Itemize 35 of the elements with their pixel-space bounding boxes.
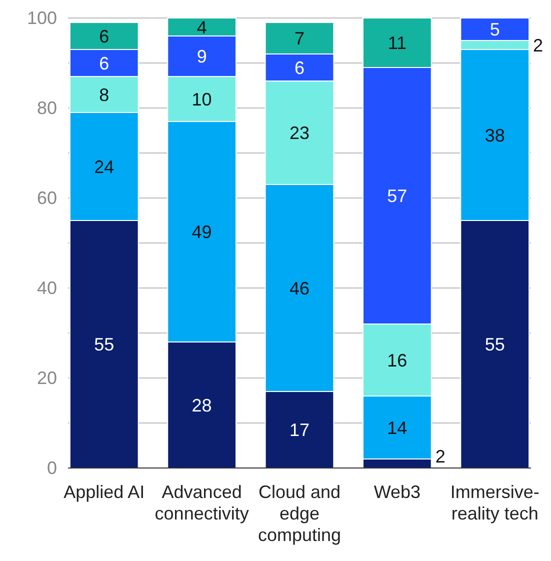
- data-label: 2: [533, 35, 544, 56]
- data-label: 6: [99, 26, 110, 46]
- x-tick-label: Web3: [374, 482, 421, 502]
- data-label: 2: [435, 446, 446, 466]
- data-label: 55: [484, 334, 505, 355]
- data-label: 28: [192, 395, 212, 416]
- data-label: 14: [387, 418, 408, 438]
- x-tick-label: Immersive-reality tech: [450, 482, 540, 524]
- y-tick-label: 80: [36, 98, 57, 118]
- data-label: 57: [387, 186, 408, 206]
- y-tick-label: 20: [36, 368, 57, 388]
- data-label: 7: [294, 28, 305, 49]
- data-label: 6: [294, 58, 305, 78]
- y-tick-label: 100: [26, 8, 57, 28]
- data-label: 38: [484, 125, 505, 146]
- data-label: 5: [490, 20, 500, 40]
- x-tick-label: Advanced connectivity: [154, 482, 249, 524]
- data-label: 6: [99, 53, 110, 74]
- data-label: 46: [289, 278, 310, 298]
- data-label: 17: [289, 420, 310, 440]
- data-label: 11: [388, 33, 407, 54]
- data-label: 8: [99, 84, 110, 105]
- data-label: 24: [94, 156, 114, 177]
- data-label: 10: [192, 89, 212, 110]
- data-label: 23: [289, 123, 310, 144]
- y-tick-label: 60: [36, 188, 57, 208]
- data-label: 49: [192, 222, 212, 242]
- data-label: 9: [196, 46, 207, 67]
- data-label: 16: [387, 350, 408, 370]
- x-tick-label: Applied AI: [64, 482, 145, 502]
- data-label: 55: [94, 334, 114, 355]
- y-tick-label: 0: [46, 458, 57, 478]
- data-label: 4: [196, 17, 207, 38]
- y-tick-label: 40: [36, 278, 57, 298]
- x-tick-label: Cloud and edge computing: [258, 482, 342, 546]
